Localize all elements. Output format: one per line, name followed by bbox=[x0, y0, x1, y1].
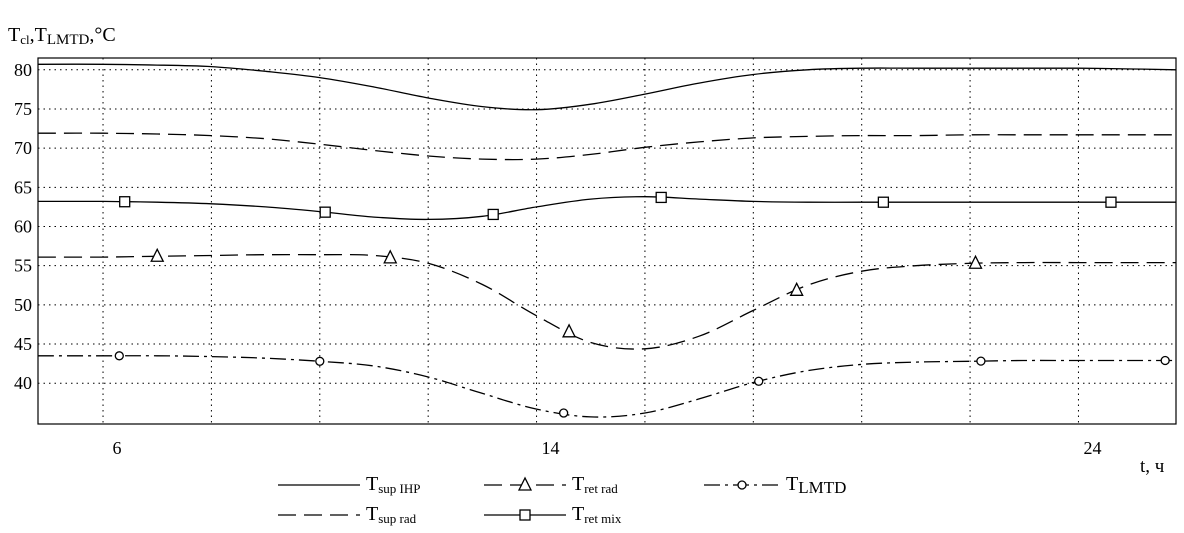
data-point-marker bbox=[558, 408, 569, 418]
series-line bbox=[37, 355, 1176, 418]
data-point-marker bbox=[1160, 355, 1170, 366]
y-axis-label: Tcl,TLMTD,°C bbox=[8, 24, 116, 48]
series-ret-rad bbox=[37, 247, 1176, 350]
legend-label: Tret rad bbox=[572, 473, 618, 496]
x-tick-label: 6 bbox=[113, 438, 122, 458]
data-point-marker bbox=[1105, 196, 1117, 208]
legend-label: Tsup rad bbox=[366, 503, 417, 526]
data-point-marker bbox=[319, 206, 331, 218]
legend-entry: TLMTD bbox=[704, 473, 846, 497]
legend-entry: Tret rad bbox=[484, 473, 618, 496]
y-tick-label: 65 bbox=[14, 177, 32, 197]
legend-entry: Tsup rad bbox=[278, 503, 417, 526]
data-point-marker bbox=[487, 208, 499, 221]
legend-entry: Tret mix bbox=[484, 503, 622, 526]
data-point-marker bbox=[119, 196, 131, 208]
legend-marker-sample bbox=[517, 476, 533, 491]
x-tick-label: 24 bbox=[1083, 438, 1101, 458]
legend-entry: Tsup IHP bbox=[278, 473, 420, 496]
plot-frame bbox=[37, 57, 1177, 425]
y-tick-label: 55 bbox=[14, 256, 32, 276]
data-point-marker bbox=[150, 247, 165, 262]
x-tick-label: 14 bbox=[542, 438, 560, 458]
y-tick-label: 50 bbox=[14, 295, 32, 315]
legend-marker-sample bbox=[519, 509, 531, 521]
y-tick-label: 60 bbox=[14, 217, 32, 237]
data-point-marker bbox=[315, 356, 325, 366]
series-line bbox=[37, 63, 1177, 111]
data-point-marker bbox=[562, 323, 577, 338]
legend-label: Tsup IHP bbox=[366, 473, 420, 496]
legend-label: TLMTD bbox=[786, 473, 846, 497]
series-line bbox=[37, 132, 1176, 161]
series-line bbox=[37, 253, 1176, 350]
data-point-marker bbox=[383, 249, 398, 264]
data-point-marker bbox=[754, 376, 764, 386]
series-sup-ihp bbox=[37, 63, 1177, 111]
y-tick-label: 75 bbox=[14, 99, 32, 119]
data-point-marker bbox=[114, 351, 124, 361]
y-tick-labels: 40 45 50 55 60 65 70 75 80 bbox=[14, 60, 32, 393]
series-group bbox=[37, 63, 1177, 418]
x-tick-labels: 6 14 24 bbox=[113, 438, 1102, 458]
data-point-marker bbox=[789, 281, 804, 296]
y-tick-label: 45 bbox=[14, 334, 32, 354]
series-sup-rad bbox=[37, 132, 1176, 161]
y-tick-label: 70 bbox=[14, 138, 32, 158]
series-line bbox=[37, 196, 1176, 221]
data-point-marker bbox=[976, 356, 986, 366]
legend-marker-sample bbox=[737, 480, 747, 490]
data-point-marker bbox=[877, 196, 890, 208]
legend: Tsup IHP Tret rad TLMTD Tsup rad Tret mix bbox=[278, 473, 846, 526]
x-axis-label: t, ч bbox=[1140, 456, 1165, 477]
data-point-marker bbox=[968, 254, 983, 269]
legend-label: Tret mix bbox=[572, 503, 622, 526]
series-ret-mix bbox=[37, 191, 1176, 221]
y-tick-label: 80 bbox=[14, 60, 32, 80]
series-lmtd bbox=[37, 351, 1176, 418]
grid bbox=[38, 58, 1176, 424]
y-tick-label: 40 bbox=[14, 373, 32, 393]
data-point-marker bbox=[655, 191, 667, 204]
